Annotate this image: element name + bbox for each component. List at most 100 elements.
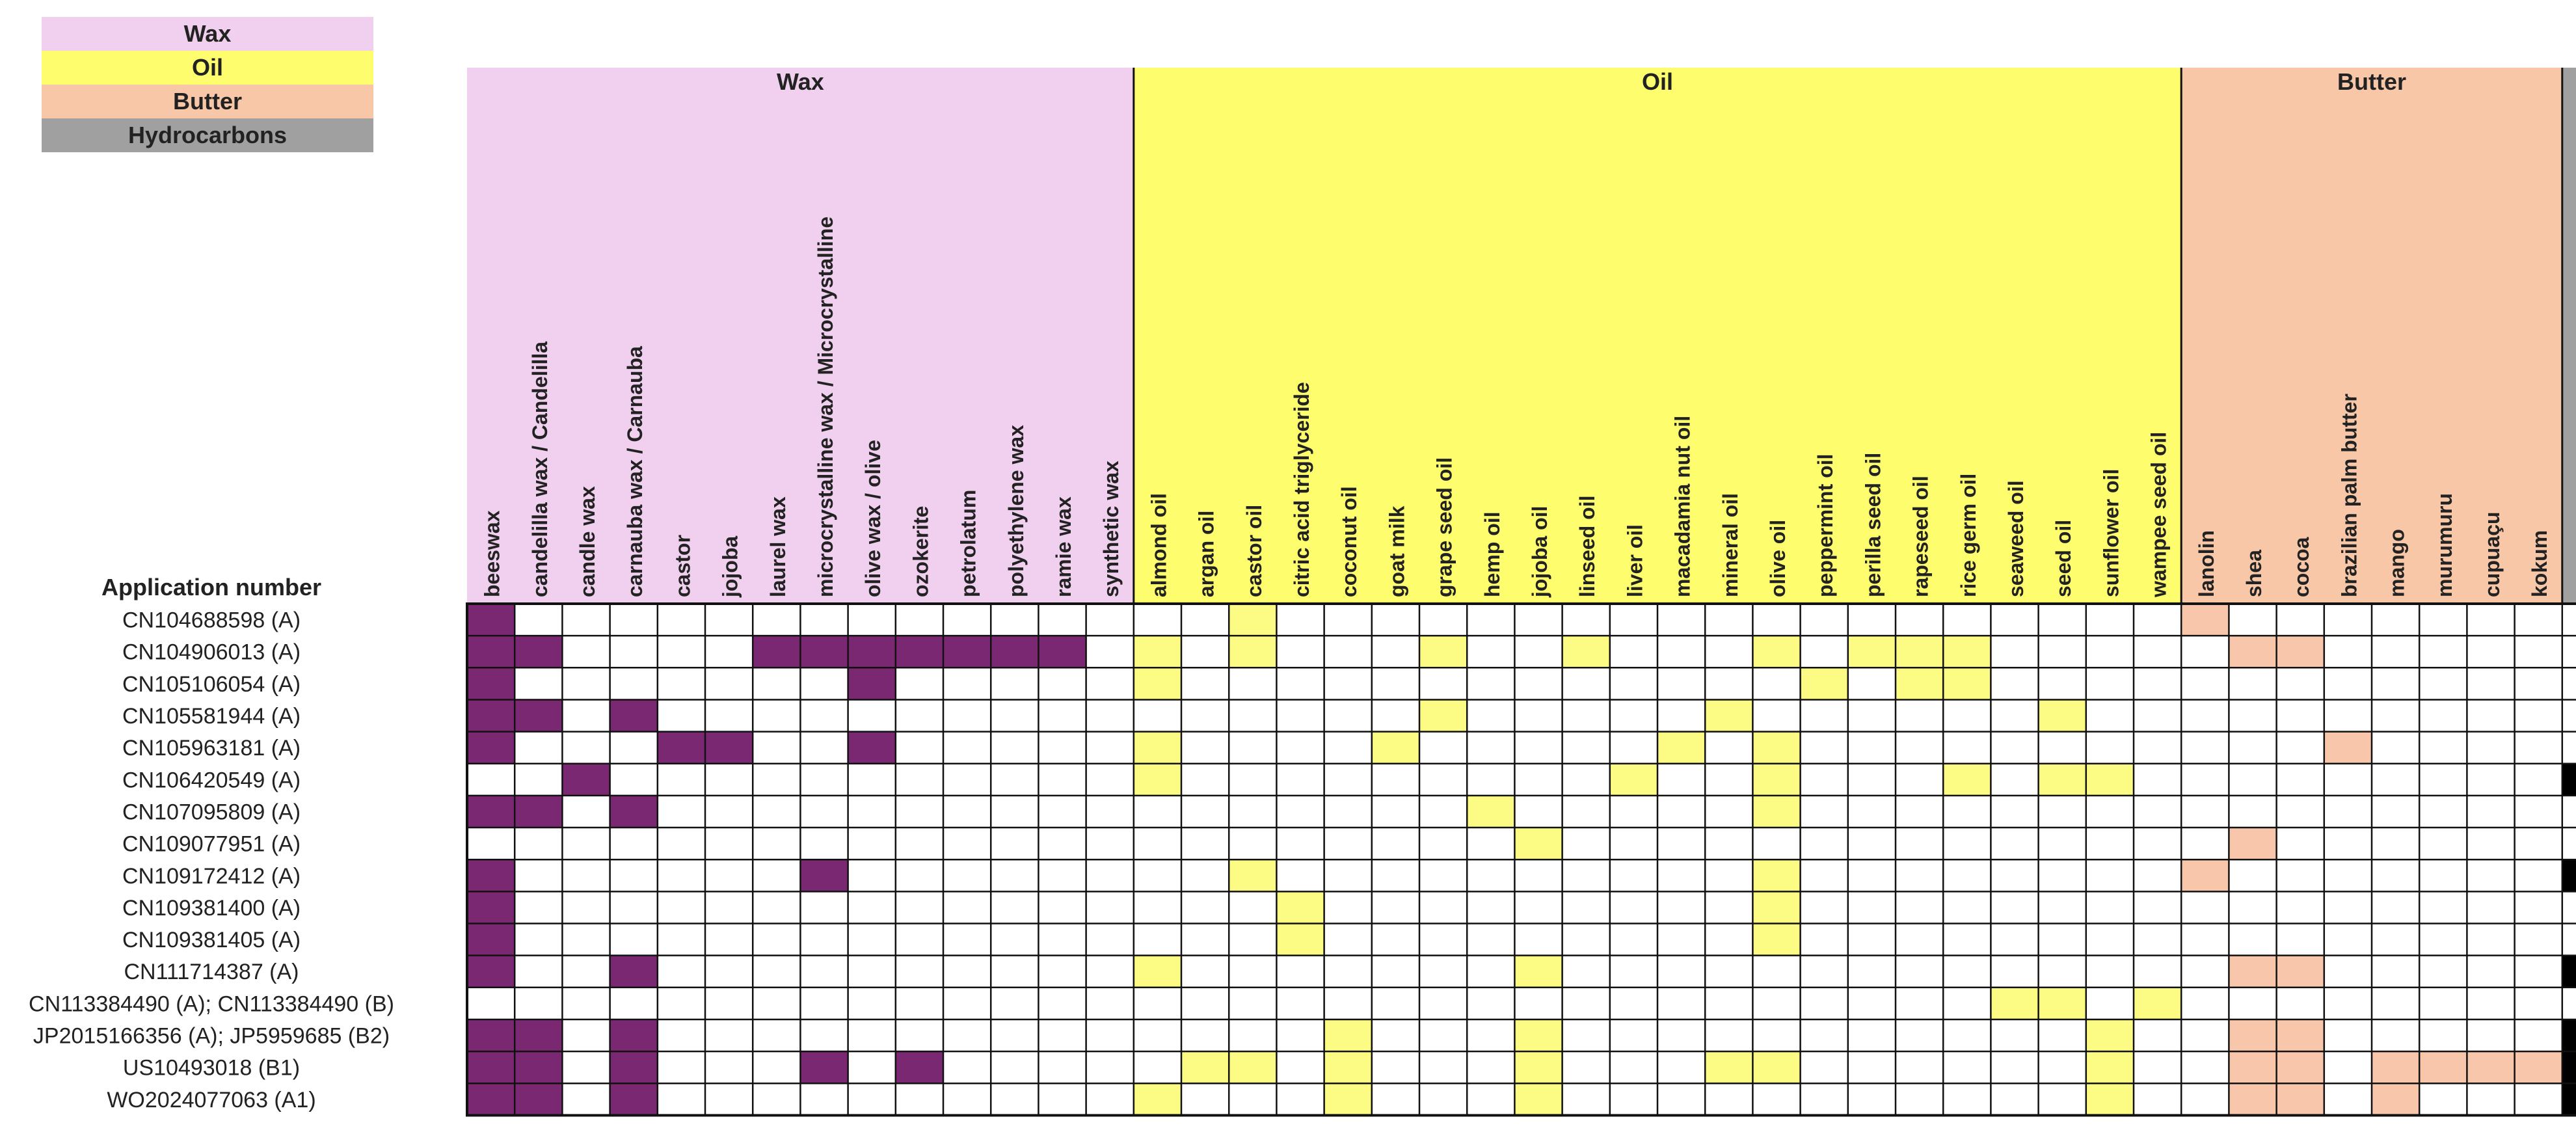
cell-jp2015166356-a-jp5959685-b2-jojoba-oil <box>1514 1019 1563 1052</box>
cell-cn106420549-a-hydrocarbons <box>2562 763 2576 796</box>
cell-cn105106054-a-rice-germ-oil <box>1943 667 1991 700</box>
cell-jp2015166356-a-jp5959685-b2-carnauba-wax-carnauba <box>610 1019 658 1052</box>
column-label-candelilla-wax-candelilla: candelilla wax / Candelilla <box>528 342 552 597</box>
column-label-macadamia-nut-oil: macadamia nut oil <box>1671 416 1695 597</box>
cell-cn106420549-a-liver-oil <box>1609 763 1657 796</box>
cell-jp2015166356-a-jp5959685-b2-beeswax <box>467 1019 515 1052</box>
row-label-cn107095809-a: CN107095809 (A) <box>122 800 301 824</box>
cell-cn104688598-a-castor-oil <box>1229 604 1277 636</box>
cell-cn109381400-a-beeswax <box>467 891 515 924</box>
cell-us10493018-b1-coconut-oil <box>1324 1051 1372 1084</box>
column-label-kokum: kokum <box>2528 530 2551 597</box>
cell-cn111714387-a-beeswax <box>467 955 515 988</box>
cell-jp2015166356-a-jp5959685-b2-hydrocarbons <box>2562 1019 2576 1052</box>
cell-cn104906013-a-olive-oil <box>1752 636 1801 668</box>
cell-cn105106054-a-almond-oil <box>1133 667 1181 700</box>
cell-cn105581944-a-seed-oil <box>2038 699 2086 732</box>
column-label-grape-seed-oil: grape seed oil <box>1433 457 1456 597</box>
column-label-ozokerite: ozokerite <box>909 506 932 597</box>
column-label-laurel-wax: laurel wax <box>766 496 790 597</box>
cell-cn105106054-a-peppermint-oil <box>1800 667 1848 700</box>
cell-us10493018-b1-candelilla-wax-candelilla <box>515 1051 563 1084</box>
group-title-oil: Oil <box>1642 68 1673 95</box>
cell-cn106420549-a-almond-oil <box>1133 763 1181 796</box>
column-label-peppermint-oil: peppermint oil <box>1814 454 1837 597</box>
cell-jp2015166356-a-jp5959685-b2-shea <box>2229 1019 2277 1052</box>
cell-jp2015166356-a-jp5959685-b2-sunflower-oil <box>2086 1019 2134 1052</box>
group-band-wax <box>467 68 1134 604</box>
row-label-cn105106054-a: CN105106054 (A) <box>122 672 301 697</box>
cell-wo2024077063-a1-almond-oil <box>1133 1083 1181 1116</box>
cell-us10493018-b1-argan-oil <box>1181 1051 1229 1084</box>
cell-cn105106054-a-rapeseed-oil <box>1896 667 1944 700</box>
cell-cn111714387-a-almond-oil <box>1133 955 1181 988</box>
column-label-beeswax: beeswax <box>481 510 504 597</box>
cell-cn104906013-a-laurel-wax <box>753 636 801 668</box>
group-header-bands: Wax Oil Butter <box>467 68 2576 604</box>
group-title-butter: Butter <box>2337 68 2406 95</box>
cell-cn113384490-a-cn113384490-b-wampee-seed-oil <box>2134 987 2182 1019</box>
column-label-castor: castor <box>671 535 694 597</box>
cell-wo2024077063-a1-candelilla-wax-candelilla <box>515 1083 563 1116</box>
column-label-jojoba: jojoba <box>719 536 742 598</box>
column-label-coconut-oil: coconut oil <box>1337 486 1361 597</box>
cell-us10493018-b1-ozokerite <box>895 1051 943 1084</box>
row-label-cn105581944-a: CN105581944 (A) <box>122 704 301 729</box>
column-label-hemp-oil: hemp oil <box>1481 511 1504 597</box>
cell-cn104906013-a-rapeseed-oil <box>1896 636 1944 668</box>
cell-us10493018-b1-kokum <box>2514 1051 2562 1084</box>
column-label-seed-oil: seed oil <box>2052 520 2075 597</box>
column-label-castor-oil: castor oil <box>1242 505 1266 597</box>
cell-cn106420549-a-seed-oil <box>2038 763 2086 796</box>
column-label-linseed-oil: linseed oil <box>1576 496 1599 597</box>
cell-cn111714387-a-shea <box>2229 955 2277 988</box>
row-label-cn111714387-a: CN111714387 (A) <box>124 960 299 984</box>
column-labels: beeswax candelilla wax / Candelilla candle… <box>481 217 2576 598</box>
cell-cn111714387-a-hydrocarbons <box>2562 955 2576 988</box>
cell-us10493018-b1-jojoba-oil <box>1514 1051 1563 1084</box>
column-label-carnauba-wax-carnauba: carnauba wax / Carnauba <box>623 346 647 597</box>
grid-border <box>466 602 2576 1117</box>
cell-us10493018-b1-microcrystalline-wax-microcrystalline <box>800 1051 848 1084</box>
column-label-cocoa: cocoa <box>2290 537 2313 597</box>
column-label-wampee-seed-oil: wampee seed oil <box>2147 432 2171 598</box>
column-label-shea: shea <box>2242 550 2266 597</box>
row-header-title: Application number <box>101 574 321 600</box>
cell-wo2024077063-a1-beeswax <box>467 1083 515 1116</box>
cell-cn113384490-a-cn113384490-b-seed-oil <box>2038 987 2086 1019</box>
row-label-cn105963181-a: CN105963181 (A) <box>122 736 301 761</box>
column-label-cupuacu: cupuaçu <box>2480 511 2504 597</box>
cell-cn104906013-a-candelilla-wax-candelilla <box>515 636 563 668</box>
cell-us10493018-b1-murumuru <box>2419 1051 2467 1084</box>
column-label-lanolin: lanolin <box>2195 530 2218 597</box>
cell-cn104688598-a-beeswax <box>467 604 515 636</box>
cell-cn111714387-a-jojoba-oil <box>1514 955 1563 988</box>
cell-us10493018-b1-cocoa <box>2276 1051 2324 1084</box>
cell-cn106420549-a-rice-germ-oil <box>1943 763 1991 796</box>
cell-cn105106054-a-beeswax <box>467 667 515 700</box>
column-label-mineral-oil: mineral oil <box>1719 493 1742 597</box>
cell-us10493018-b1-mineral-oil <box>1705 1051 1753 1084</box>
cell-cn109077951-a-jojoba-oil <box>1514 828 1563 860</box>
column-label-perilla-seed-oil: perilla seed oil <box>1861 453 1885 597</box>
column-label-argan-oil: argan oil <box>1195 511 1218 597</box>
cell-wo2024077063-a1-hydrocarbons <box>2562 1083 2576 1116</box>
cell-cn105963181-a-almond-oil <box>1133 731 1181 764</box>
column-label-mango: mango <box>2385 529 2409 597</box>
cell-us10493018-b1-olive-oil <box>1752 1051 1801 1084</box>
cell-jp2015166356-a-jp5959685-b2-coconut-oil <box>1324 1019 1372 1052</box>
cell-cn113384490-a-cn113384490-b-seaweed-oil <box>1991 987 2039 1019</box>
column-label-citric-acid-triglyceride: citric acid triglyceride <box>1290 382 1313 597</box>
row-label-cn106420549-a: CN106420549 (A) <box>122 768 301 792</box>
cell-cn107095809-a-candelilla-wax-candelilla <box>515 795 563 828</box>
cell-cn107095809-a-beeswax <box>467 795 515 828</box>
cell-jp2015166356-a-jp5959685-b2-cocoa <box>2276 1019 2324 1052</box>
cell-cn109172412-a-olive-oil <box>1752 859 1801 892</box>
column-label-seaweed-oil: seaweed oil <box>2004 480 2028 597</box>
column-label-polyethylene-wax: polyethylene wax <box>1004 425 1028 597</box>
cell-us10493018-b1-mango <box>2372 1051 2420 1084</box>
cell-cn106420549-a-olive-oil <box>1752 763 1801 796</box>
cell-cn105106054-a-olive-wax-olive <box>848 667 896 700</box>
column-label-olive-wax-olive: olive wax / olive <box>861 440 885 597</box>
cell-cn106420549-a-sunflower-oil <box>2086 763 2134 796</box>
